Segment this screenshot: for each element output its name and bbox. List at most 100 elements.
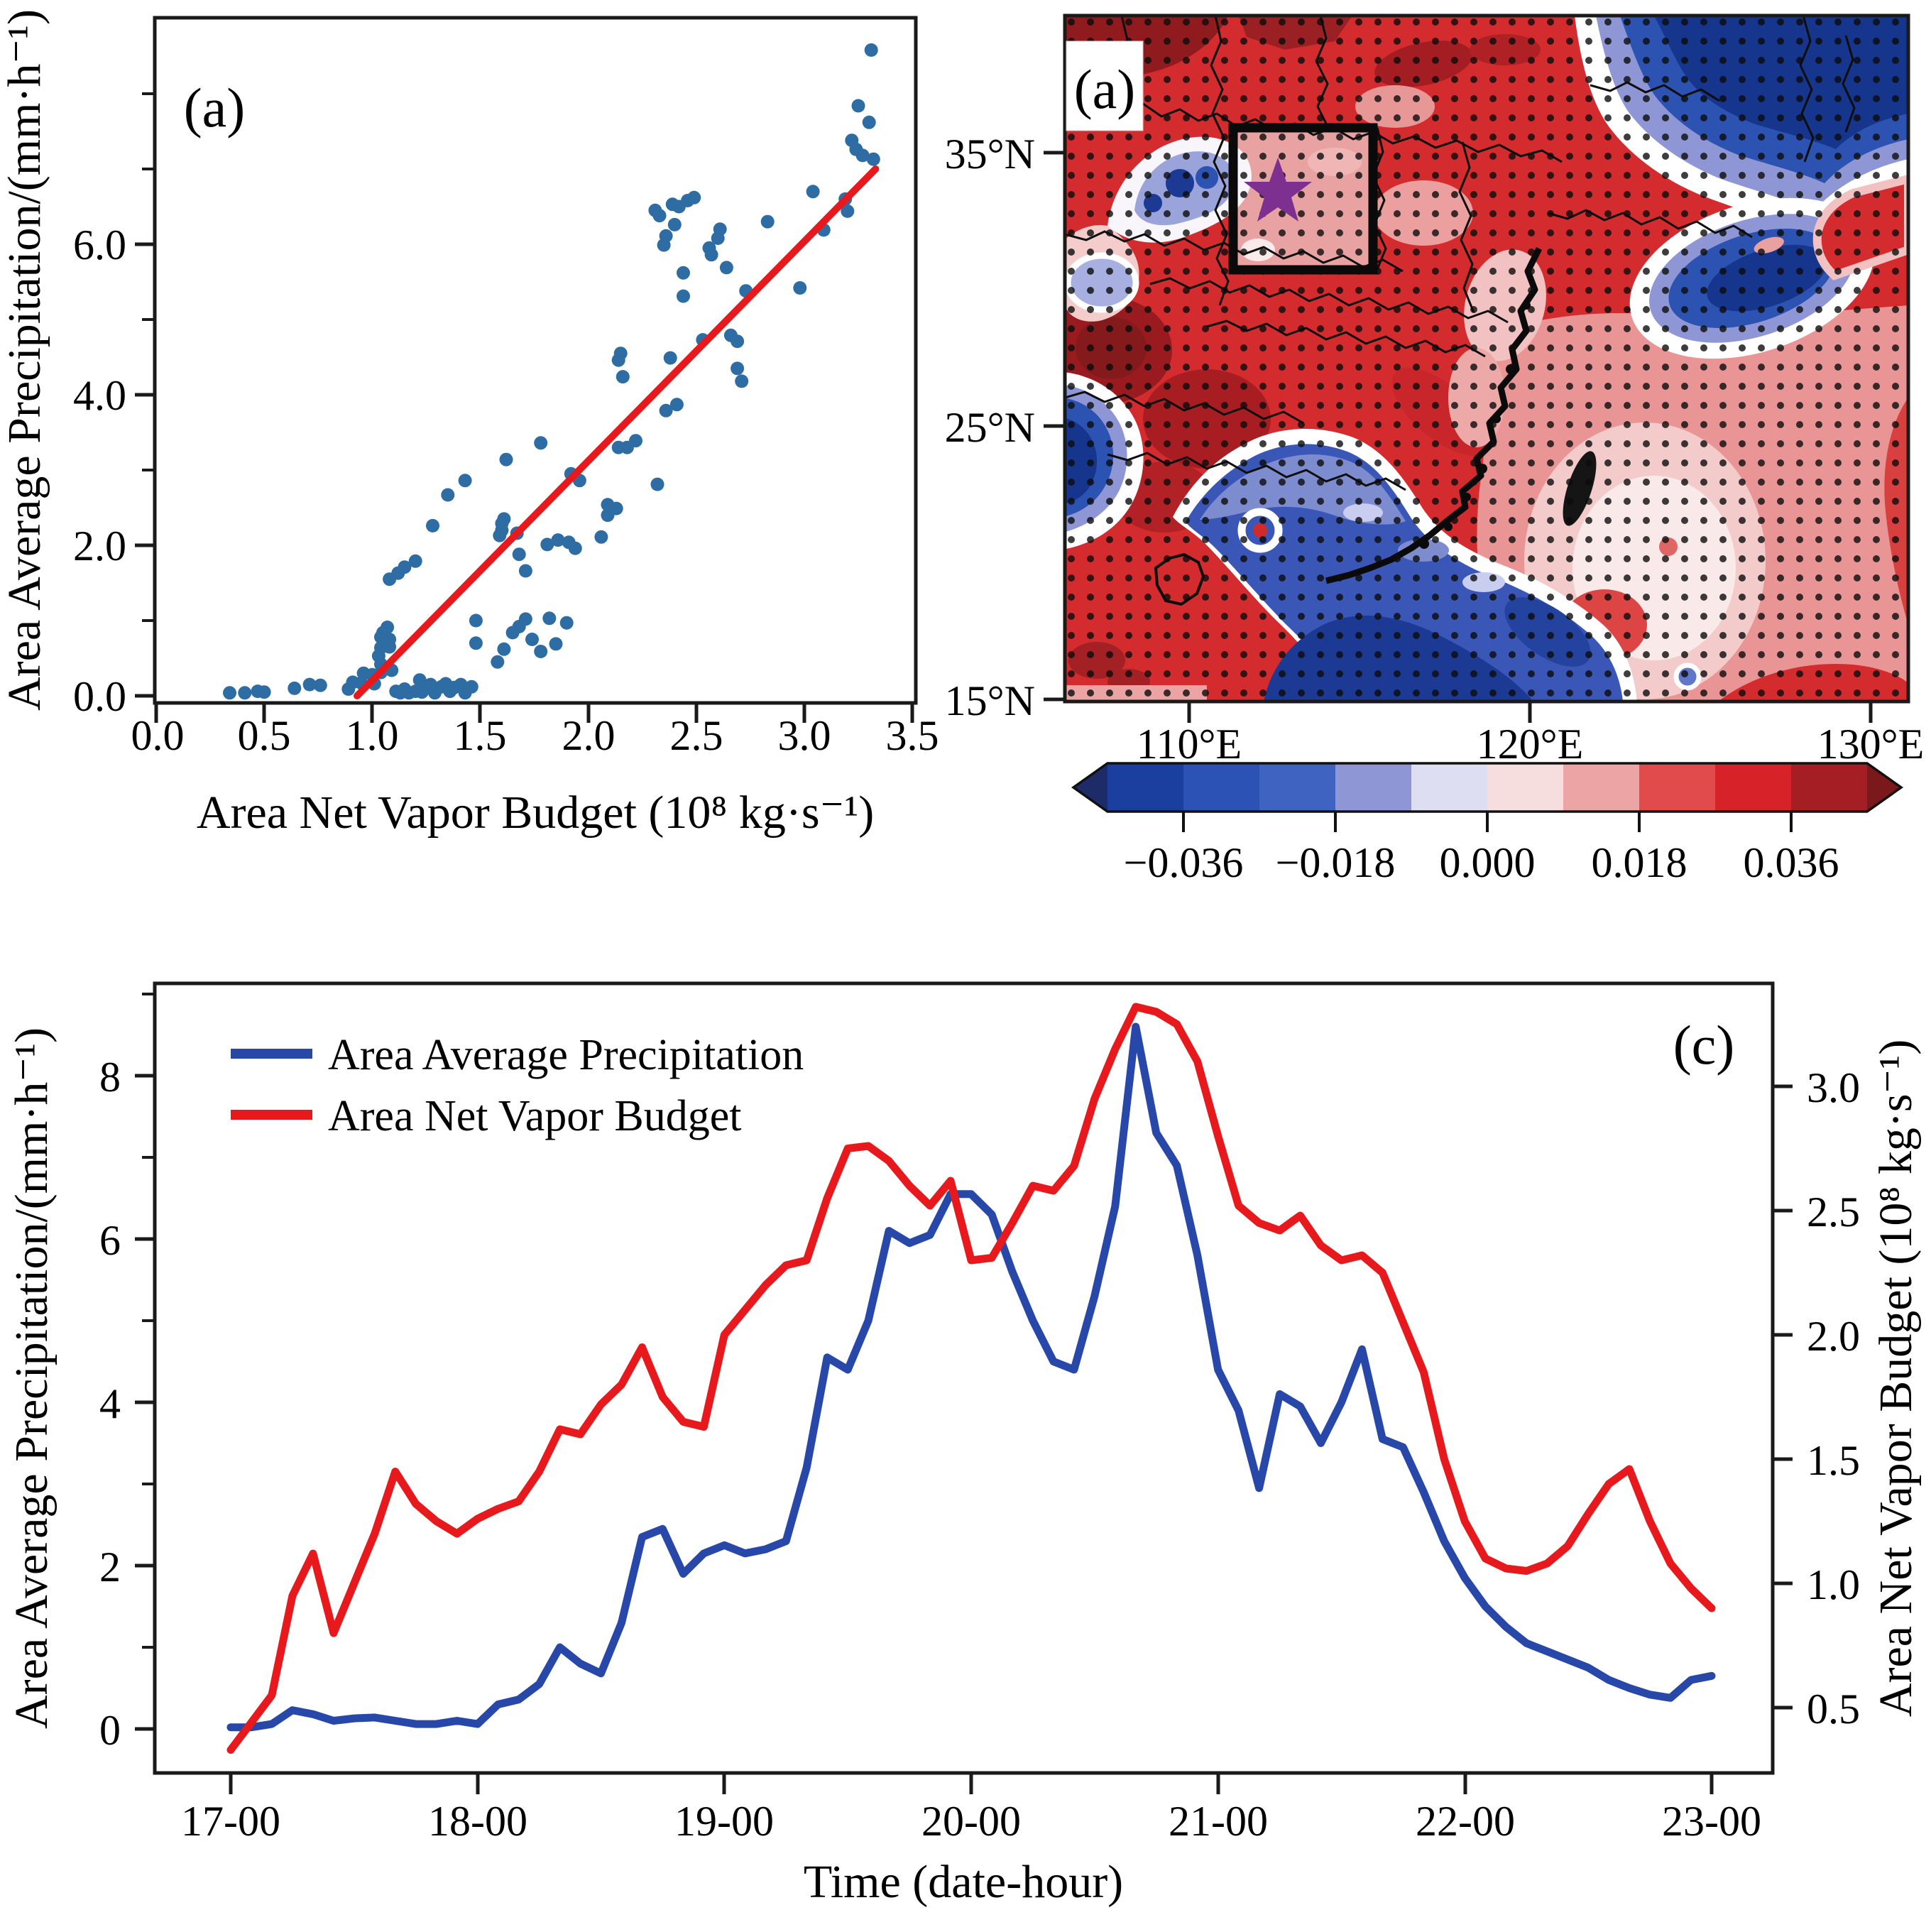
x-tick-label: 0.5 xyxy=(238,712,291,759)
panel-a-x-tick-labels: 0.0 0.5 1.0 1.5 2.0 2.5 3.0 3.5 xyxy=(131,712,939,759)
map-stippling xyxy=(1065,16,1908,702)
y-right-tick-label: 2.0 xyxy=(1807,1313,1860,1360)
timeseries-lines xyxy=(226,1003,1716,1754)
y-right-tick-label: 2.5 xyxy=(1807,1189,1860,1235)
series-line-vapor-budget xyxy=(226,1003,1716,1754)
x-tick-label: 20-00 xyxy=(921,1798,1021,1845)
map-star-marker xyxy=(1244,158,1312,222)
scatter-point xyxy=(469,613,483,628)
scatter-point xyxy=(493,528,507,542)
colorbar-segment xyxy=(1791,763,1868,812)
legend-label-precipitation: Area Average Precipitation xyxy=(328,1031,804,1079)
panel-c-x-ticks xyxy=(229,1773,1714,1794)
scatter-point xyxy=(687,190,701,204)
scatter-fit-line xyxy=(354,165,880,699)
y-left-tick-label: 0 xyxy=(99,1707,121,1754)
map-colorbar-outline xyxy=(1071,762,1904,813)
panel-c-right-ticks xyxy=(1773,1084,1793,1710)
colorbar-tick-label: 0.018 xyxy=(1592,839,1687,886)
y-left-tick-label: 4 xyxy=(99,1380,121,1427)
panel-a-y-ticks xyxy=(135,92,155,698)
map-y-tick-label: 35°N xyxy=(945,131,1035,178)
panel-c-left-ticks xyxy=(135,993,155,1731)
colorbar-tick-label: 0.036 xyxy=(1744,839,1839,886)
colorbar-segment xyxy=(1639,763,1716,812)
scatter-point xyxy=(760,214,775,229)
scatter-point xyxy=(238,686,252,700)
colorbar-segment xyxy=(1715,763,1792,812)
map-colorbar xyxy=(1073,763,1901,812)
scatter-point xyxy=(841,204,855,218)
scatter-point xyxy=(518,564,532,578)
scatter-point xyxy=(659,403,673,417)
scatter-point xyxy=(223,686,236,700)
panel-c-timeseries: 17-00 18-00 19-00 20-00 21-00 22-00 23-0… xyxy=(6,981,1922,1908)
y-tick-label: 4.0 xyxy=(73,372,126,419)
colorbar-tick-label: 0.000 xyxy=(1440,839,1536,886)
map-x-tick-label: 110°E xyxy=(1137,721,1242,768)
x-tick-label: 2.5 xyxy=(670,712,723,759)
y-left-tick-label: 8 xyxy=(99,1054,121,1101)
scatter-point xyxy=(426,518,439,533)
panel-c-right-axis-title: Area Net Vapor Budget (10⁸ kg·s⁻¹) xyxy=(1870,1039,1922,1717)
y-tick-label: 2.0 xyxy=(73,523,126,569)
scatter-point xyxy=(866,152,880,166)
scatter-point xyxy=(313,678,327,692)
scatter-point xyxy=(559,616,574,630)
y-tick-label: 0.0 xyxy=(73,673,126,720)
panel-a-y-axis-title: Area Average Precipitation/(mm·h⁻¹) xyxy=(0,9,50,711)
scatter-point xyxy=(469,636,483,650)
colorbar-segment xyxy=(1259,763,1336,812)
map-colorbar-labels: −0.036 −0.018 0.000 0.018 0.036 xyxy=(1124,839,1839,886)
scatter-point xyxy=(629,434,642,448)
y-right-tick-label: 1.5 xyxy=(1807,1437,1860,1484)
scatter-point xyxy=(677,266,690,280)
series-line-precipitation xyxy=(226,1022,1716,1732)
scatter-point xyxy=(793,281,807,295)
scatter-point xyxy=(568,541,582,555)
map-panel-letter: (a) xyxy=(1074,58,1136,120)
scatter-point xyxy=(441,488,455,502)
x-tick-label: 1.5 xyxy=(454,712,507,759)
scatter-point xyxy=(677,289,690,303)
scatter-point xyxy=(855,148,870,163)
scatter-point xyxy=(657,238,671,252)
scatter-point xyxy=(704,248,718,262)
colorbar-segment xyxy=(1563,763,1640,812)
colorbar-segment xyxy=(1183,763,1260,812)
panel-map: (a) 35°N 25°N 15°N 110°E 120°E 130°E −0.… xyxy=(945,13,1924,886)
x-tick-label: 17-00 xyxy=(181,1798,280,1845)
map-y-tick-label: 15°N xyxy=(945,677,1035,724)
scatter-point xyxy=(864,43,878,57)
scatter-point xyxy=(731,334,745,349)
scatter-point xyxy=(540,537,554,552)
scatter-point xyxy=(735,374,749,388)
scatter-point xyxy=(381,621,395,634)
scatter-point xyxy=(398,560,412,574)
scatter-point xyxy=(551,533,565,547)
panel-c-plot-border xyxy=(153,981,1775,1775)
y-right-tick-label: 3.0 xyxy=(1807,1064,1860,1111)
colorbar-tick-label: −0.036 xyxy=(1124,839,1244,886)
y-right-tick-label: 0.5 xyxy=(1807,1686,1860,1732)
scatter-point xyxy=(497,642,511,656)
colorbar-segment xyxy=(1335,763,1412,812)
colorbar-segment xyxy=(1107,763,1184,812)
panel-c-left-axis-title: Area Average Precipitation/(mm·h⁻¹) xyxy=(6,1027,58,1729)
x-tick-label: 19-00 xyxy=(674,1798,774,1845)
scatter-point xyxy=(288,681,302,695)
panel-c-letter: (c) xyxy=(1673,1014,1735,1076)
scatter-point xyxy=(458,474,472,488)
map-frame xyxy=(1063,13,1910,704)
map-x-tick-label: 120°E xyxy=(1477,721,1584,768)
scatter-point xyxy=(534,436,548,450)
scatter-point xyxy=(851,99,865,113)
scatter-point xyxy=(512,547,526,562)
y-left-tick-label: 2 xyxy=(99,1544,121,1590)
panel-c-legend: Area Average Precipitation Area Net Vapo… xyxy=(231,1031,804,1140)
scatter-point xyxy=(497,512,511,526)
scatter-point xyxy=(713,222,727,236)
legend-label-vapor: Area Net Vapor Budget xyxy=(328,1092,742,1140)
scatter-point xyxy=(669,398,684,412)
